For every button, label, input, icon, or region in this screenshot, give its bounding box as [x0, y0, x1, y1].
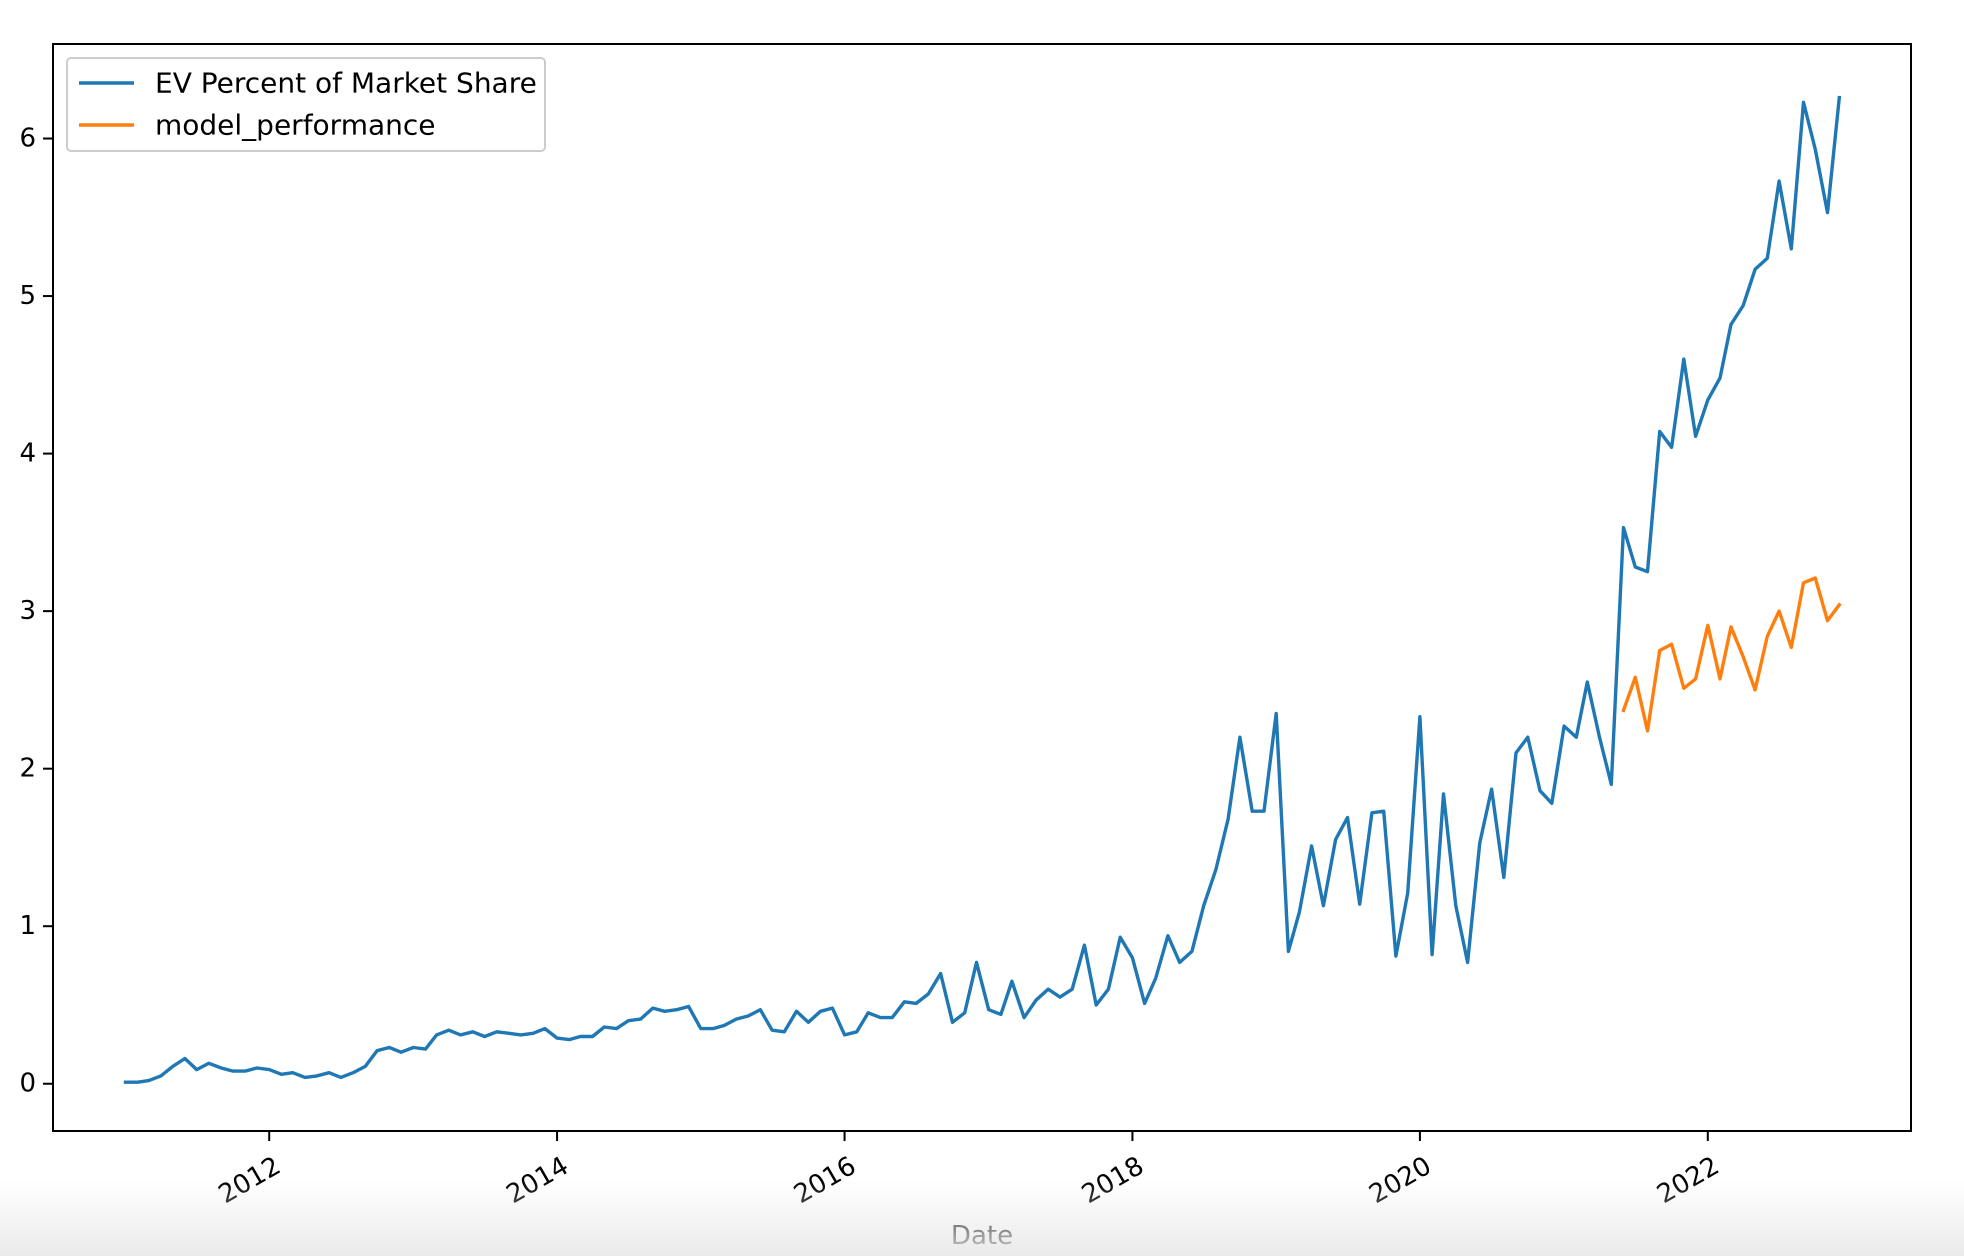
x-tick-label: 2022: [1652, 1151, 1724, 1210]
y-tick-label: 2: [19, 754, 36, 784]
x-axis-ticks: 2012 2014 2016 2018 2020 2022: [214, 1131, 1724, 1210]
y-tick-label: 5: [19, 281, 36, 311]
series-line-0: [123, 95, 1842, 1084]
y-tick-label: 4: [19, 439, 36, 469]
y-tick-label: 3: [19, 596, 36, 626]
x-tick-label: 2014: [501, 1151, 573, 1210]
y-tick-label: 6: [19, 124, 36, 154]
y-tick-label: 0: [19, 1069, 36, 1099]
x-tick-label: 2018: [1077, 1151, 1149, 1210]
plot-area-frame: [52, 43, 1912, 1132]
series-lines: [123, 95, 1842, 1084]
legend-label: model_performance: [155, 109, 436, 142]
x-tick-label: 2020: [1364, 1151, 1436, 1210]
y-axis-ticks: 0 1 2 3 4 5 6: [19, 124, 53, 1099]
y-tick-label: 1: [19, 911, 36, 941]
x-tick-label: 2012: [214, 1151, 286, 1210]
x-axis-title: Date: [951, 1221, 1013, 1251]
legend-label: EV Percent of Market Share: [155, 67, 537, 100]
legend-box: [66, 57, 546, 152]
legend: EV Percent of Market Share model_performa…: [66, 57, 546, 152]
x-tick-label: 2016: [789, 1151, 861, 1210]
series-line-1: [1621, 576, 1842, 733]
